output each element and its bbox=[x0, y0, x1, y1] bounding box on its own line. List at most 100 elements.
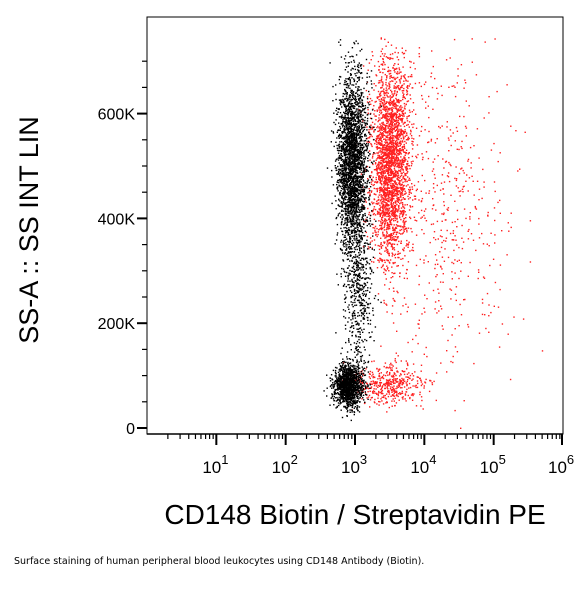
data-point bbox=[369, 217, 371, 220]
data-point bbox=[428, 116, 430, 119]
data-point bbox=[433, 173, 436, 176]
data-point bbox=[410, 192, 412, 194]
data-point bbox=[394, 113, 396, 115]
data-point bbox=[385, 102, 387, 104]
data-point bbox=[387, 223, 390, 226]
data-point bbox=[433, 380, 435, 383]
data-point bbox=[381, 101, 384, 104]
data-point bbox=[378, 143, 381, 146]
data-point bbox=[400, 233, 402, 235]
data-point bbox=[434, 254, 437, 256]
data-point bbox=[383, 68, 386, 70]
data-point bbox=[379, 379, 382, 381]
data-point bbox=[488, 331, 490, 333]
data-point bbox=[357, 223, 360, 225]
data-point bbox=[370, 128, 372, 131]
data-point bbox=[384, 130, 386, 132]
data-point bbox=[384, 237, 386, 239]
data-point bbox=[383, 185, 385, 187]
data-point bbox=[386, 193, 388, 196]
data-point bbox=[395, 105, 397, 108]
data-point bbox=[397, 395, 399, 398]
data-point bbox=[398, 208, 400, 210]
data-point bbox=[377, 96, 380, 98]
data-point bbox=[377, 154, 379, 157]
data-point bbox=[401, 106, 403, 109]
data-point bbox=[484, 314, 486, 316]
data-point bbox=[369, 117, 372, 119]
data-point bbox=[378, 80, 380, 82]
data-point bbox=[378, 137, 381, 140]
data-point bbox=[379, 149, 381, 152]
data-point bbox=[400, 228, 403, 231]
data-point bbox=[394, 261, 396, 264]
data-point bbox=[400, 108, 402, 110]
data-point bbox=[383, 170, 385, 172]
data-point bbox=[386, 245, 389, 247]
data-point bbox=[380, 196, 382, 198]
data-point bbox=[462, 169, 464, 172]
data-point bbox=[404, 225, 406, 228]
data-point bbox=[377, 244, 379, 247]
data-point bbox=[418, 319, 420, 321]
data-point bbox=[342, 142, 344, 144]
data-point bbox=[384, 141, 386, 143]
data-point bbox=[391, 170, 393, 172]
data-point bbox=[397, 101, 399, 103]
data-point bbox=[357, 211, 359, 213]
data-point bbox=[400, 200, 402, 202]
data-point bbox=[394, 82, 396, 85]
data-point bbox=[498, 346, 501, 348]
data-point bbox=[355, 165, 358, 167]
data-point bbox=[388, 113, 390, 116]
data-point bbox=[392, 238, 394, 241]
data-point bbox=[396, 139, 398, 142]
data-point bbox=[449, 57, 451, 59]
data-point bbox=[389, 259, 392, 261]
data-point bbox=[365, 382, 368, 384]
data-point bbox=[402, 92, 404, 94]
data-point bbox=[390, 202, 393, 204]
data-point bbox=[378, 372, 381, 375]
data-point bbox=[392, 119, 395, 121]
data-point bbox=[379, 71, 381, 73]
data-point bbox=[485, 327, 487, 330]
data-point bbox=[380, 151, 382, 153]
data-point bbox=[356, 190, 359, 192]
data-point bbox=[436, 259, 438, 261]
data-point bbox=[427, 105, 429, 107]
data-point bbox=[358, 189, 360, 192]
data-point bbox=[401, 233, 403, 235]
data-point bbox=[367, 112, 369, 114]
data-point bbox=[403, 137, 405, 139]
data-point bbox=[364, 124, 367, 126]
data-point bbox=[411, 163, 413, 165]
data-point bbox=[396, 236, 398, 238]
data-point bbox=[401, 148, 403, 151]
data-point bbox=[364, 133, 367, 135]
data-point bbox=[423, 262, 425, 264]
data-point bbox=[379, 172, 381, 174]
data-point bbox=[401, 198, 403, 201]
data-point bbox=[380, 143, 382, 145]
data-point bbox=[385, 204, 387, 206]
data-point bbox=[378, 248, 381, 251]
data-point bbox=[363, 173, 365, 175]
data-point bbox=[448, 139, 450, 141]
data-point bbox=[424, 382, 427, 384]
data-point bbox=[385, 126, 387, 128]
data-point bbox=[339, 173, 341, 175]
data-point bbox=[383, 88, 385, 90]
data-point bbox=[340, 239, 343, 242]
data-point bbox=[385, 212, 388, 214]
data-point bbox=[433, 237, 435, 239]
data-point bbox=[387, 187, 389, 189]
data-point bbox=[386, 383, 388, 385]
data-point bbox=[390, 174, 392, 176]
data-point bbox=[396, 121, 398, 123]
data-point bbox=[457, 187, 459, 189]
data-point bbox=[391, 110, 394, 112]
data-point bbox=[402, 213, 405, 215]
data-point bbox=[404, 158, 406, 160]
data-point bbox=[379, 191, 381, 194]
